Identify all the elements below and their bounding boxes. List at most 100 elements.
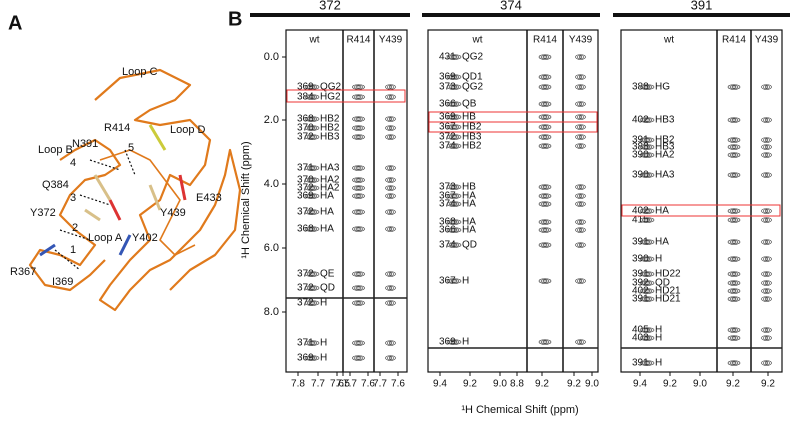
contour (356, 166, 361, 170)
contour (765, 328, 768, 332)
structure-label: 1 (70, 244, 76, 256)
peak-atom: QB (462, 99, 477, 110)
contour (304, 193, 320, 199)
contour (731, 118, 737, 122)
contour (304, 177, 320, 183)
contour (643, 361, 651, 365)
peak-residue: 374 (439, 199, 456, 210)
contour (356, 95, 361, 99)
contour (542, 228, 548, 232)
contour (538, 143, 552, 149)
contour (450, 243, 458, 247)
contour (385, 285, 396, 291)
contour (389, 301, 392, 305)
peak-residue: 367 (439, 276, 456, 287)
contour (763, 360, 770, 366)
contour (306, 300, 318, 306)
contour (641, 271, 653, 277)
contour (389, 227, 392, 231)
contour (352, 94, 365, 100)
contour (729, 280, 739, 286)
x-tick-label: 9.4 (433, 379, 447, 390)
contour (639, 256, 655, 262)
contour (731, 85, 737, 89)
contour (308, 341, 316, 345)
x-tick-label: 7.6 (361, 379, 375, 390)
peak-atom: HB2 (320, 123, 340, 134)
contour (761, 137, 772, 143)
contour (446, 143, 462, 149)
contour (643, 209, 651, 213)
peak-atom: HB2 (655, 135, 675, 146)
contour (729, 239, 739, 245)
contour (446, 114, 462, 120)
structure-label: E433 (196, 192, 222, 204)
peak-atom: HA (655, 237, 669, 248)
contour (352, 226, 365, 232)
contour (448, 143, 460, 149)
contour (575, 219, 586, 225)
peak-residue: 372 (297, 183, 314, 194)
contour (765, 361, 768, 365)
contour (450, 194, 458, 198)
peak-residue: 369 (297, 191, 314, 202)
contour (643, 240, 651, 244)
structure-label: Y402 (132, 232, 158, 244)
peak-residue: 371 (297, 338, 314, 349)
contour (387, 193, 394, 199)
contour (639, 288, 655, 294)
contour (761, 239, 772, 245)
contour (354, 185, 363, 191)
contour (763, 152, 770, 158)
contour (446, 242, 462, 248)
contour (577, 134, 584, 140)
contour (389, 186, 392, 190)
contour (306, 177, 318, 183)
x-tick-label: 7.8 (291, 379, 305, 390)
contour (352, 340, 365, 346)
contour (450, 135, 458, 139)
contour (641, 296, 653, 302)
contour (385, 165, 396, 171)
contour (538, 114, 552, 120)
contour (389, 85, 392, 89)
contour (446, 184, 462, 190)
peak-atom: HB3 (655, 142, 675, 153)
contour (639, 280, 655, 286)
y-tick-label: 6.0 (264, 242, 279, 254)
contour (641, 208, 653, 214)
peak-atom: HB (462, 112, 476, 123)
peak-residue: 367 (439, 122, 456, 133)
contour (761, 327, 772, 333)
contour (577, 201, 584, 207)
contour (538, 54, 552, 60)
peak-residue: 369 (439, 112, 456, 123)
x-axis-label: ¹H Chemical Shift (ppm) (461, 404, 578, 416)
structure-label: 2 (72, 222, 78, 234)
contour (540, 134, 550, 140)
contour (385, 94, 396, 100)
contour (577, 184, 584, 190)
peak-residue: 390 (632, 150, 649, 161)
contour (643, 145, 651, 149)
strip-frame (285, 29, 408, 373)
contour (354, 355, 363, 361)
contour (448, 134, 460, 140)
column-label: R414 (533, 35, 557, 46)
contour (304, 116, 320, 122)
x-tick-label: 9.0 (493, 379, 507, 390)
contour (643, 272, 651, 276)
contour (304, 185, 320, 191)
contour (446, 339, 462, 345)
peak-residue: 431 (439, 52, 456, 63)
contour (643, 297, 651, 301)
contour (387, 177, 394, 183)
peak-atom: HB3 (655, 115, 675, 126)
contour (731, 281, 737, 285)
contour (308, 301, 316, 305)
contour (643, 153, 651, 157)
x-tick-label: 9.2 (726, 379, 740, 390)
contour (577, 219, 584, 225)
contour (575, 101, 586, 107)
